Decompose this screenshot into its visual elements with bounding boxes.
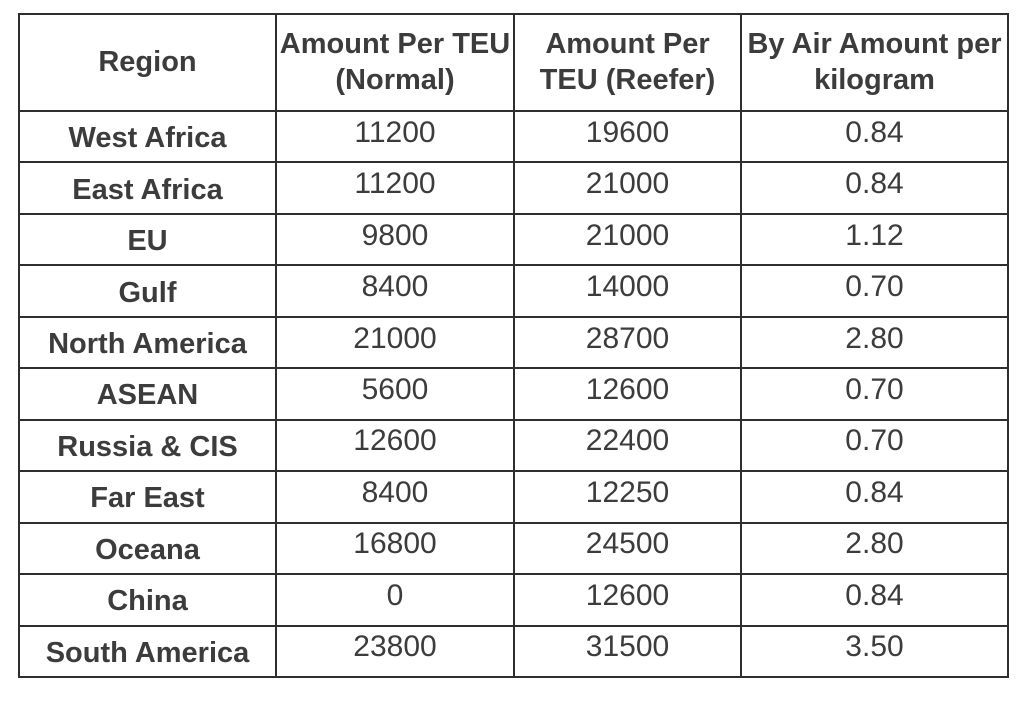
normal-amount-cell: 11200 bbox=[275, 109, 515, 164]
reefer-amount-cell: 21000 bbox=[513, 161, 742, 215]
normal-amount-cell: 8400 bbox=[275, 470, 515, 524]
reefer-amount-cell: 22400 bbox=[513, 418, 742, 473]
region-cell: ASEAN bbox=[18, 367, 277, 421]
air-amount-cell: 0.84 bbox=[740, 161, 1009, 215]
reefer-amount-cell: 24500 bbox=[513, 521, 742, 576]
table-row: Russia & CIS 12600 22400 0.70 bbox=[18, 418, 1009, 473]
region-cell: Far East bbox=[18, 470, 277, 524]
table-header: Region Amount Per TEU (Normal) Amount Pe… bbox=[18, 13, 1009, 112]
reefer-amount-cell: 12600 bbox=[513, 367, 742, 421]
table-row: ASEAN 5600 12600 0.70 bbox=[18, 367, 1009, 421]
table-row: Oceana 16800 24500 2.80 bbox=[18, 521, 1009, 576]
reefer-amount-cell: 19600 bbox=[513, 109, 742, 164]
normal-amount-cell: 8400 bbox=[275, 264, 515, 318]
region-cell: Russia & CIS bbox=[18, 418, 277, 473]
table-body: West Africa 11200 19600 0.84 East Africa… bbox=[18, 109, 1009, 679]
reefer-amount-cell: 28700 bbox=[513, 315, 742, 370]
region-cell: China bbox=[18, 573, 277, 627]
air-amount-cell: 2.80 bbox=[740, 521, 1009, 576]
reefer-amount-cell: 12600 bbox=[513, 573, 742, 627]
header-row: Region Amount Per TEU (Normal) Amount Pe… bbox=[18, 13, 1009, 112]
column-header-amount-teu-normal: Amount Per TEU (Normal) bbox=[275, 13, 515, 112]
reefer-amount-cell: 14000 bbox=[513, 264, 742, 318]
region-cell: Gulf bbox=[18, 264, 277, 318]
table-row: North America 21000 28700 2.80 bbox=[18, 315, 1009, 370]
air-amount-cell: 0.70 bbox=[740, 367, 1009, 421]
region-cell: East Africa bbox=[18, 161, 277, 215]
air-amount-cell: 0.84 bbox=[740, 109, 1009, 164]
region-cell: South America bbox=[18, 624, 277, 679]
region-cell: North America bbox=[18, 315, 277, 370]
normal-amount-cell: 21000 bbox=[275, 315, 515, 370]
normal-amount-cell: 11200 bbox=[275, 161, 515, 215]
table-row: China 0 12600 0.84 bbox=[18, 573, 1009, 627]
air-amount-cell: 0.70 bbox=[740, 418, 1009, 473]
air-amount-cell: 0.70 bbox=[740, 264, 1009, 318]
shipping-rates-table: Region Amount Per TEU (Normal) Amount Pe… bbox=[18, 13, 1009, 679]
air-amount-cell: 0.84 bbox=[740, 573, 1009, 627]
reefer-amount-cell: 31500 bbox=[513, 624, 742, 679]
reefer-amount-cell: 12250 bbox=[513, 470, 742, 524]
table-row: EU 9800 21000 1.12 bbox=[18, 212, 1009, 267]
column-header-amount-teu-reefer: Amount Per TEU (Reefer) bbox=[513, 13, 742, 112]
table-row: South America 23800 31500 3.50 bbox=[18, 624, 1009, 679]
air-amount-cell: 2.80 bbox=[740, 315, 1009, 370]
region-cell: Oceana bbox=[18, 521, 277, 576]
normal-amount-cell: 12600 bbox=[275, 418, 515, 473]
air-amount-cell: 0.84 bbox=[740, 470, 1009, 524]
table-row: West Africa 11200 19600 0.84 bbox=[18, 109, 1009, 164]
air-amount-cell: 3.50 bbox=[740, 624, 1009, 679]
air-amount-cell: 1.12 bbox=[740, 212, 1009, 267]
column-header-by-air-amount: By Air Amount per kilogram bbox=[740, 13, 1009, 112]
normal-amount-cell: 5600 bbox=[275, 367, 515, 421]
table-row: Gulf 8400 14000 0.70 bbox=[18, 264, 1009, 318]
table-row: East Africa 11200 21000 0.84 bbox=[18, 161, 1009, 215]
normal-amount-cell: 9800 bbox=[275, 212, 515, 267]
region-cell: EU bbox=[18, 212, 277, 267]
normal-amount-cell: 23800 bbox=[275, 624, 515, 679]
table-row: Far East 8400 12250 0.84 bbox=[18, 470, 1009, 524]
region-cell: West Africa bbox=[18, 109, 277, 164]
normal-amount-cell: 0 bbox=[275, 573, 515, 627]
column-header-region: Region bbox=[18, 13, 277, 112]
reefer-amount-cell: 21000 bbox=[513, 212, 742, 267]
normal-amount-cell: 16800 bbox=[275, 521, 515, 576]
